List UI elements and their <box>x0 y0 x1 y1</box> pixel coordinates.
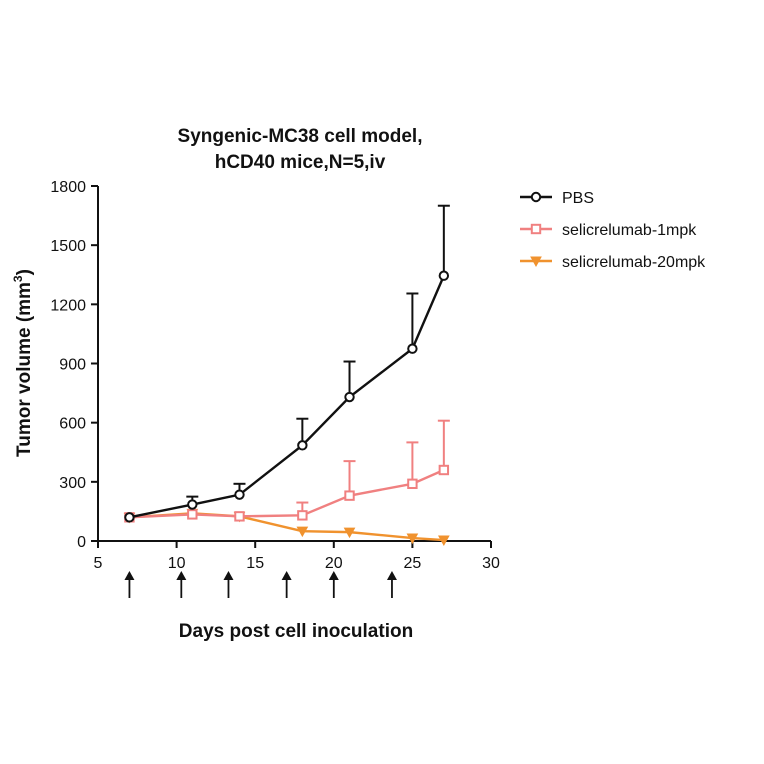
x-tick-label: 15 <box>246 555 264 572</box>
dosing-arrow-head <box>281 571 292 580</box>
series-line <box>129 512 444 542</box>
series-0 <box>124 204 450 523</box>
data-point <box>124 512 135 523</box>
data-point <box>234 489 245 500</box>
legend: PBS selicrelumab-1mpk selicrelumab-20mpk <box>520 190 706 271</box>
data-point <box>344 490 355 501</box>
data-point <box>297 440 308 451</box>
chart-title-line-1: Syngenic-MC38 cell model, <box>178 126 423 147</box>
series-1 <box>124 419 450 523</box>
x-tick-label: 30 <box>482 555 500 572</box>
dosing-arrow-head <box>328 571 339 580</box>
legend-label: selicrelumab-20mpk <box>562 254 706 271</box>
y-tick-label: 1200 <box>50 297 86 314</box>
data-point <box>406 533 419 545</box>
series-line <box>129 468 445 519</box>
data-point <box>437 535 450 547</box>
data-point <box>297 510 308 521</box>
data-point <box>187 509 198 520</box>
series-layer <box>123 204 450 547</box>
legend-marker <box>530 223 542 235</box>
series-line <box>129 275 445 519</box>
data-point <box>344 391 355 403</box>
x-axis-label: Days post cell inoculation <box>179 621 413 642</box>
data-point <box>438 270 450 281</box>
legend-label: PBS <box>562 190 594 207</box>
legend-marker <box>530 191 542 203</box>
data-point <box>343 527 356 539</box>
y-tick-label: 300 <box>59 475 86 492</box>
y-tick-label: 0 <box>77 534 86 551</box>
y-tick-label: 1500 <box>50 238 86 255</box>
dosing-arrow-head <box>223 571 234 580</box>
x-tick-label: 20 <box>325 555 343 572</box>
data-point <box>234 511 245 522</box>
dosing-arrow-head <box>124 571 135 580</box>
data-point <box>296 526 309 538</box>
y-tick-label: 600 <box>59 416 86 433</box>
data-point <box>407 478 418 490</box>
x-tick-label: 5 <box>94 555 103 572</box>
chart-title: Syngenic-MC38 cell model, hCD40 mice,N=5… <box>178 126 423 173</box>
y-tick-label: 900 <box>59 357 86 374</box>
dosing-arrow-head <box>176 571 187 580</box>
dosing-arrows <box>124 571 397 598</box>
x-tick-label: 25 <box>404 555 422 572</box>
chart-title-line-2: hCD40 mice,N=5,iv <box>215 152 386 173</box>
y-tick-label: 1800 <box>50 179 86 196</box>
legend-label: selicrelumab-1mpk <box>562 222 697 239</box>
data-point <box>187 499 198 510</box>
data-point <box>407 343 418 354</box>
x-tick-label: 10 <box>168 555 186 572</box>
dosing-arrow-head <box>386 571 397 580</box>
data-point <box>438 464 450 476</box>
y-axis-label: Tumor volume (mm3) <box>11 269 35 457</box>
legend-marker <box>530 256 542 268</box>
